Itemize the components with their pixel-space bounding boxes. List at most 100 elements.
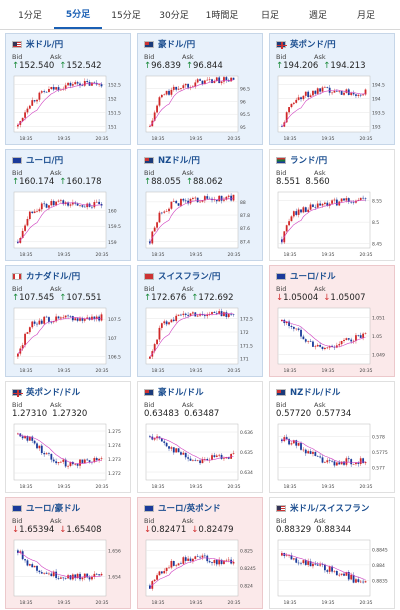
pair-title[interactable]: NZドル/円 bbox=[158, 156, 200, 166]
rate-card[interactable]: スイスフラン/円 Bid Ask ↑172.676 ↑172.692 172.5 172 17… bbox=[137, 265, 263, 377]
price-chart[interactable]: 1.275 1.274 1.273 1.272 18:35 19:35 20:35 bbox=[12, 422, 126, 490]
x-tick-label: 19:35 bbox=[58, 368, 71, 374]
candle-body bbox=[83, 459, 86, 463]
candle-body bbox=[36, 211, 38, 212]
price-chart[interactable]: 152.5 152 151.5 151 18:35 19:35 20:35 bbox=[12, 74, 126, 142]
bid-ask-labels: Bid Ask bbox=[12, 517, 88, 525]
price-chart[interactable]: 1.051 1.05 1.049 18:35 19:35 20:35 bbox=[276, 306, 390, 374]
candle-body bbox=[100, 458, 103, 459]
moving-average-line bbox=[149, 79, 234, 127]
pair-title[interactable]: ユーロ/英ポンド bbox=[158, 504, 221, 514]
candle-body bbox=[362, 581, 365, 583]
candle-body bbox=[335, 90, 338, 92]
pair-title[interactable]: NZドル/ドル bbox=[290, 388, 341, 398]
rate-card[interactable]: 米ドル/スイスフラン Bid Ask 0.88329 0.88344 0.8845 0.88… bbox=[269, 497, 395, 609]
price-row: ↑88.055 ↑88.062 bbox=[144, 177, 228, 187]
price-row: 0.88329 0.88344 bbox=[276, 525, 356, 535]
pair-title[interactable]: ランド/円 bbox=[290, 156, 328, 166]
x-tick-label: 18:35 bbox=[152, 252, 165, 258]
pair-title[interactable]: 米ドル/円 bbox=[26, 40, 64, 50]
price-chart[interactable]: 8.55 8.5 8.45 18:35 19:35 20:35 bbox=[276, 190, 390, 258]
candle-body bbox=[36, 565, 38, 571]
rate-card[interactable]: ランド/円 Bid Ask 8.551 8.560 8.55 8.5 8.45 18:35 19:… bbox=[269, 149, 395, 261]
rate-card[interactable]: NZドル/円 Bid Ask ↑88.055 ↑88.062 88 87.8 87.6 87.4… bbox=[137, 149, 263, 261]
pair-title[interactable]: 米ドル/スイスフラン bbox=[290, 504, 370, 514]
tab-7[interactable]: 月足 bbox=[356, 10, 375, 21]
candle-body bbox=[67, 465, 69, 467]
pair-title[interactable]: 豪ドル/ドル bbox=[158, 388, 204, 398]
price-chart[interactable]: 0.636 0.635 0.634 18:35 19:35 20:35 bbox=[144, 422, 258, 490]
candle-body bbox=[62, 88, 65, 90]
candle-body bbox=[81, 85, 84, 87]
tab-6[interactable]: 週足 bbox=[308, 10, 327, 21]
price-chart[interactable]: 0.578 0.5775 0.577 18:35 19:35 20:35 bbox=[276, 422, 390, 490]
price-chart[interactable]: 160 159.5 159 18:35 19:35 20:35 bbox=[12, 190, 126, 258]
candle-body bbox=[350, 201, 353, 203]
candle-body bbox=[165, 442, 168, 447]
tab-5[interactable]: 日足 bbox=[260, 10, 279, 21]
pair-title[interactable]: 英ポンド/円 bbox=[290, 40, 336, 50]
candle-body bbox=[28, 436, 31, 441]
pair-title[interactable]: スイスフラン/円 bbox=[158, 272, 221, 282]
candle-body bbox=[95, 573, 98, 575]
pair-title[interactable]: ユーロ/ドル bbox=[290, 272, 336, 282]
candlestick-chart: 8.55 8.5 8.45 18:35 19:35 20:35 bbox=[277, 191, 382, 258]
price-chart[interactable]: 107.5 107 106.5 18:35 19:35 20:35 bbox=[12, 306, 126, 374]
tab-4[interactable]: 1時間足 bbox=[205, 10, 239, 21]
tab-2[interactable]: 15分足 bbox=[111, 10, 141, 21]
candle-body bbox=[295, 211, 298, 215]
us-flag-icon bbox=[276, 504, 286, 512]
bid-ask-labels: Bid Ask bbox=[144, 517, 220, 525]
arrow-up-icon: ↑ bbox=[12, 61, 20, 71]
candle-body bbox=[93, 202, 96, 208]
tab-0[interactable]: 1分足 bbox=[18, 10, 42, 21]
rate-card[interactable]: ユーロ/豪ドル Bid Ask ↓1.65394 ↓1.65408 1.656 1.654 1… bbox=[5, 497, 131, 609]
candle-body bbox=[24, 112, 26, 118]
rate-card[interactable]: 豪ドル/円 Bid Ask ↑96.839 ↑96.844 96.5 96 95.5 95 18:… bbox=[137, 33, 263, 145]
price-chart[interactable]: 0.8845 0.884 0.8835 18:35 19:35 20:35 bbox=[276, 538, 390, 606]
price-chart[interactable]: 194.5 194 193.5 193 18:35 19:35 20:35 bbox=[276, 74, 390, 142]
candle-body bbox=[314, 346, 317, 347]
bid-value: 1.65394 bbox=[19, 525, 55, 535]
bid-value: 88.055 bbox=[151, 177, 181, 187]
tab-3[interactable]: 30分足 bbox=[159, 10, 189, 21]
chart-plot-area bbox=[13, 307, 107, 365]
candle-body bbox=[201, 459, 204, 464]
price-chart[interactable]: 1.656 1.654 18:35 19:35 20:35 bbox=[12, 538, 126, 606]
price-chart[interactable]: 172.5 172 171.5 171 18:35 19:35 20:35 bbox=[144, 306, 258, 374]
y-tick-label: 160 bbox=[108, 209, 117, 215]
price-chart[interactable]: 0.825 0.8245 0.824 18:35 19:35 20:35 bbox=[144, 538, 258, 606]
rate-card[interactable]: ユーロ/ドル Bid Ask ↓1.05004 ↓1.05007 1.051 1.05 1.0… bbox=[269, 265, 395, 377]
candle-body bbox=[345, 571, 348, 576]
bid-label: Bid bbox=[276, 285, 287, 293]
pair-title[interactable]: 豪ドル/円 bbox=[158, 40, 196, 50]
rate-card[interactable]: NZドル/ドル Bid Ask 0.57720 0.57734 0.578 0.5775 0.… bbox=[269, 381, 395, 493]
x-tick-label: 18:35 bbox=[152, 600, 165, 606]
pair-title[interactable]: ユーロ/豪ドル bbox=[26, 504, 81, 514]
candle-body bbox=[316, 455, 319, 457]
rate-card[interactable]: 英ポンド/ドル Bid Ask 1.27310 1.27320 1.275 1.274 1.2… bbox=[5, 381, 131, 493]
candle-body bbox=[230, 77, 233, 82]
candle-body bbox=[33, 440, 36, 444]
price-chart[interactable]: 96.5 96 95.5 95 18:35 19:35 20:35 bbox=[144, 74, 258, 142]
ask-value: 152.542 bbox=[66, 61, 102, 71]
candle-body bbox=[17, 241, 19, 243]
pair-title[interactable]: 英ポンド/ドル bbox=[26, 388, 81, 398]
candle-body bbox=[52, 321, 55, 323]
pair-title[interactable]: カナダドル/円 bbox=[26, 272, 81, 282]
price-chart[interactable]: 88 87.8 87.6 87.4 18:35 19:35 20:35 bbox=[144, 190, 258, 258]
rate-card[interactable]: カナダドル/円 Bid Ask ↑107.545 ↑107.551 107.5 107 106… bbox=[5, 265, 131, 377]
y-tick-label: 87.6 bbox=[240, 226, 250, 232]
rate-card[interactable]: ユーロ/円 Bid Ask ↑160.174 ↑160.178 160 159.5 159 18… bbox=[5, 149, 131, 261]
candle-body bbox=[57, 316, 60, 319]
candle-body bbox=[206, 314, 209, 317]
candle-body bbox=[50, 201, 53, 206]
pair-title[interactable]: ユーロ/円 bbox=[26, 156, 64, 166]
candle-body bbox=[31, 100, 34, 106]
rate-card[interactable]: 米ドル/円 Bid Ask ↑152.540 ↑152.542 152.5 152 151.5… bbox=[5, 33, 131, 145]
rate-card[interactable]: 豪ドル/ドル Bid Ask 0.63483 0.63487 0.636 0.635 0.63… bbox=[137, 381, 263, 493]
tab-1[interactable]: 5分足 bbox=[54, 0, 102, 29]
rate-card[interactable]: ユーロ/英ポンド Bid Ask ↓0.82471 ↓0.82479 0.825 0.824… bbox=[137, 497, 263, 609]
candle-body bbox=[28, 211, 31, 219]
rate-card[interactable]: 英ポンド/円 Bid Ask ↑194.206 ↑194.213 194.5 194 193.… bbox=[269, 33, 395, 145]
